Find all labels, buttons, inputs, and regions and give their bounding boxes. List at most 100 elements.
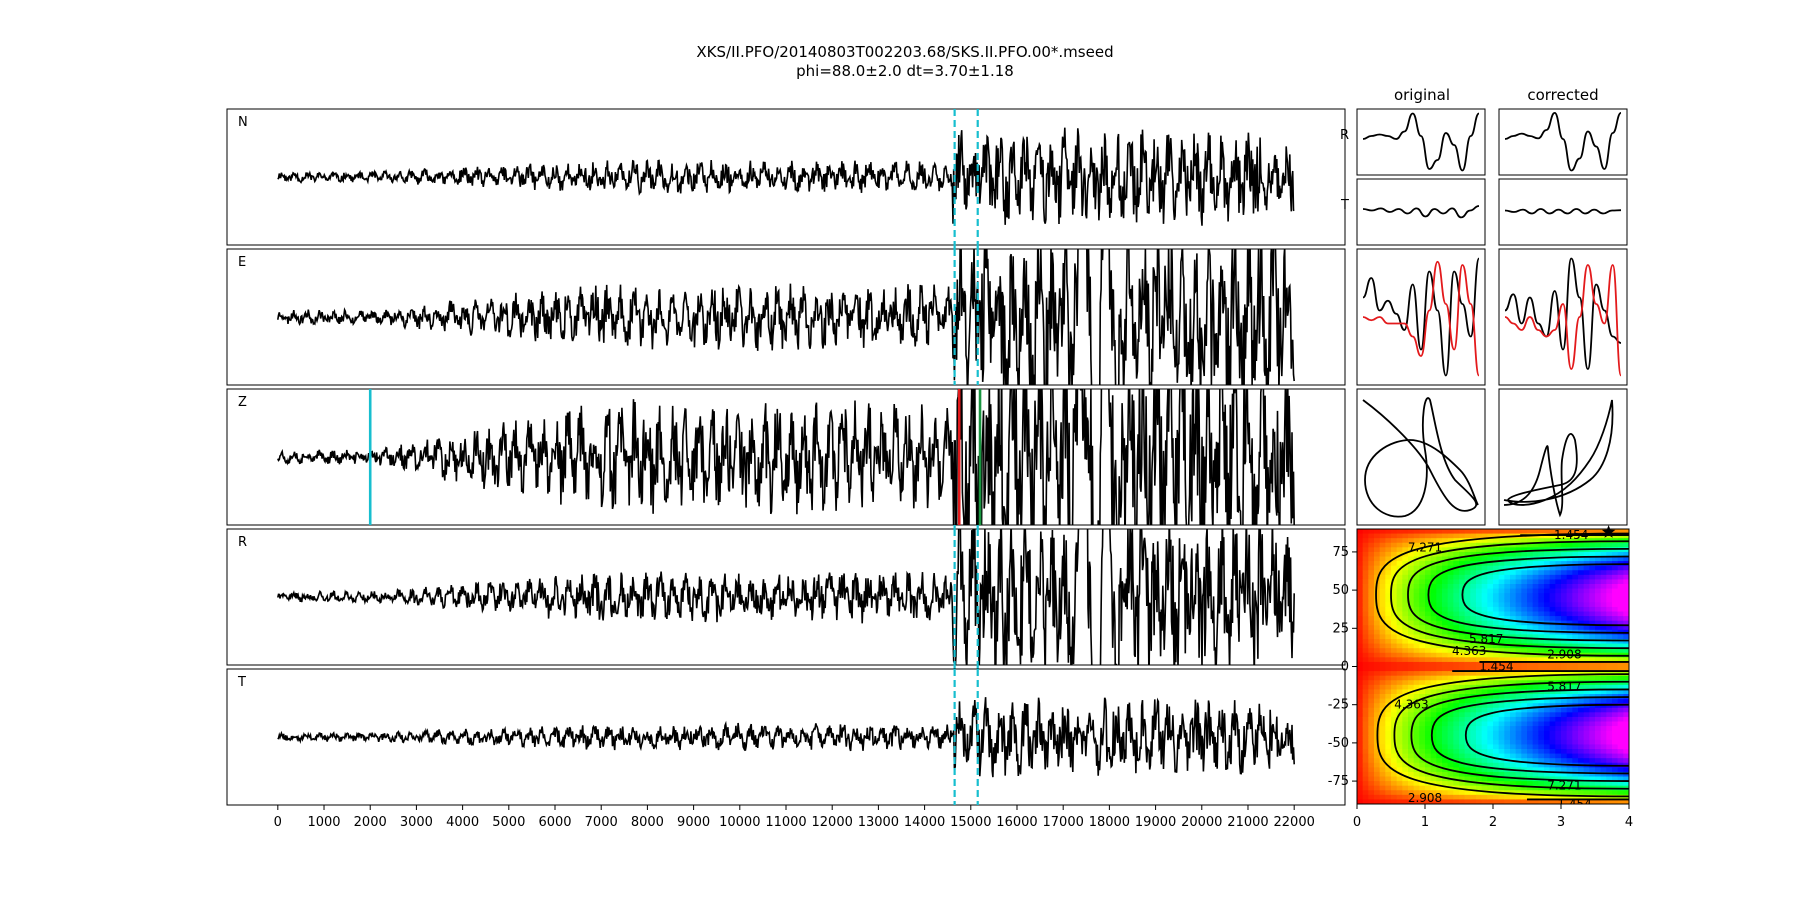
heatmap-cell <box>1544 726 1551 732</box>
heatmap-cell <box>1442 597 1449 603</box>
heatmap-cell <box>1527 671 1534 677</box>
heatmap-cell <box>1419 698 1426 704</box>
heatmap-cell <box>1504 744 1511 750</box>
heatmap-cell <box>1447 675 1454 681</box>
heatmap-cell <box>1578 556 1585 562</box>
heatmap-cell <box>1521 680 1528 686</box>
heatmap-cell <box>1368 611 1375 617</box>
heatmap-cell <box>1595 597 1602 603</box>
heatmap-cell <box>1504 794 1511 801</box>
heatmap-cell <box>1612 684 1619 691</box>
heatmap-cell <box>1493 661 1500 668</box>
heatmap-cell <box>1600 680 1607 686</box>
heatmap-cell <box>1532 785 1539 791</box>
heatmap-cell <box>1476 666 1483 672</box>
heatmap-cell <box>1538 790 1545 796</box>
heatmap-cell <box>1606 790 1613 796</box>
heatmap-cell <box>1498 565 1505 571</box>
heatmap-cell <box>1464 634 1471 640</box>
heatmap-cell <box>1425 758 1432 764</box>
heatmap-cell <box>1402 616 1409 622</box>
heatmap-cell <box>1487 661 1494 668</box>
heatmap-cell <box>1572 561 1579 567</box>
heatmap-cell <box>1623 790 1629 796</box>
heatmap-cell <box>1566 611 1573 617</box>
heatmap-cell <box>1408 758 1415 764</box>
x-tick-label: 4000 <box>446 815 479 830</box>
heatmap-cell <box>1459 721 1466 727</box>
heatmap-cell <box>1595 689 1602 695</box>
heatmap-cell <box>1459 735 1466 741</box>
heatmap-cell <box>1606 666 1613 672</box>
heatmap-cell <box>1374 716 1381 723</box>
heatmap-cell <box>1362 652 1369 658</box>
heatmap-cell <box>1425 542 1432 548</box>
heatmap-cell <box>1544 588 1551 594</box>
heatmap-cell <box>1578 794 1585 801</box>
heatmap-cell <box>1504 680 1511 686</box>
x-tick-label: 22000 <box>1274 815 1315 830</box>
heatmap-cell <box>1504 721 1511 727</box>
heatmap-cell <box>1498 657 1505 663</box>
heatmap-cell <box>1436 675 1443 681</box>
heatmap-cell <box>1504 597 1511 603</box>
heatmap-cell <box>1555 684 1562 691</box>
heatmap-cell <box>1572 611 1579 617</box>
heatmap-cell <box>1521 666 1528 672</box>
heatmap-cell <box>1606 634 1613 640</box>
heatmap-cell <box>1504 661 1511 668</box>
heatmap-cell <box>1595 707 1602 713</box>
heatmap-cell <box>1385 533 1392 539</box>
heatmap-cell <box>1430 799 1437 804</box>
heatmap-cell <box>1357 794 1364 801</box>
heatmap-cell <box>1385 529 1392 535</box>
heatmap-cell <box>1498 716 1505 723</box>
heatmap-cell <box>1617 790 1624 796</box>
heatmap-cell <box>1623 712 1629 718</box>
heatmap-cell <box>1515 785 1522 791</box>
heatmap-cell <box>1470 689 1477 695</box>
heatmap-cell <box>1612 730 1619 736</box>
heatmap-cell <box>1612 639 1619 645</box>
heatmap-cell <box>1442 671 1449 677</box>
heatmap-cell <box>1391 657 1398 663</box>
heatmap-cell <box>1561 661 1568 668</box>
heatmap-cell <box>1583 556 1590 562</box>
heatmap-cell <box>1362 703 1369 709</box>
heatmap-cell <box>1453 629 1460 636</box>
heatmap-cell <box>1459 758 1466 764</box>
heatmap-cell <box>1374 790 1381 796</box>
heatmap-cell <box>1493 735 1500 741</box>
heatmap-cell <box>1481 593 1488 599</box>
heatmap-cell <box>1617 593 1624 599</box>
heatmap-cell <box>1606 606 1613 613</box>
heatmap-cell <box>1436 643 1443 649</box>
heatmap-cell <box>1595 533 1602 539</box>
heatmap-cell <box>1459 606 1466 613</box>
heatmap-cell <box>1589 794 1596 801</box>
heatmap-cell <box>1425 561 1432 567</box>
heatmap-cell <box>1357 698 1364 704</box>
heatmap-cell <box>1476 721 1483 727</box>
heatmap-cell <box>1453 593 1460 599</box>
heatmap-cell <box>1419 675 1426 681</box>
heatmap-cell <box>1357 561 1364 567</box>
heatmap-cell <box>1566 625 1573 631</box>
heatmap-cell <box>1436 689 1443 695</box>
heatmap-cell <box>1544 744 1551 750</box>
heatmap-cell <box>1385 694 1392 700</box>
heatmap-cell <box>1430 652 1437 658</box>
heatmap-cell <box>1419 620 1426 626</box>
heatmap-cell <box>1408 620 1415 626</box>
heatmap-cell <box>1493 538 1500 544</box>
heatmap-cell <box>1464 606 1471 613</box>
heatmap-cell <box>1487 602 1494 608</box>
heatmap-cell <box>1402 584 1409 590</box>
heatmap-cell <box>1583 744 1590 750</box>
heatmap-cell <box>1538 565 1545 571</box>
contour-line <box>1376 673 1629 798</box>
heatmap-cell <box>1430 694 1437 700</box>
heatmap-cell <box>1430 616 1437 622</box>
heatmap-cell <box>1623 606 1629 613</box>
heatmap-cell <box>1600 730 1607 736</box>
